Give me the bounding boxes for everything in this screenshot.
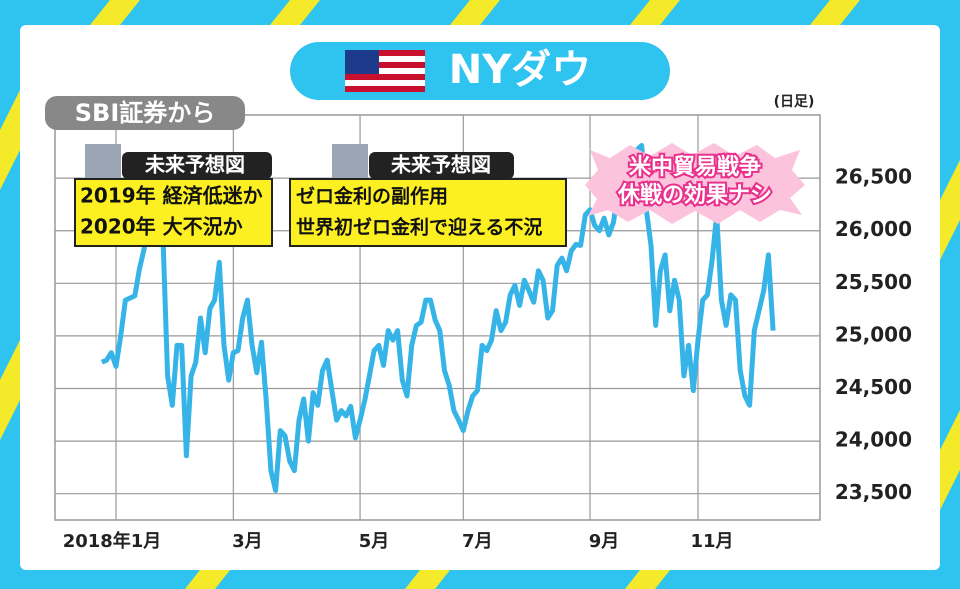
x-tick-label: 3月 — [232, 531, 263, 552]
y-tick-label: 25,000 — [835, 322, 912, 346]
y-tick-label: 24,500 — [835, 375, 912, 399]
source: SBI証券から — [75, 99, 216, 127]
chart-title: NYダウ — [449, 47, 591, 93]
annotation-line: 休戦の効果ナシ — [617, 182, 772, 208]
x-tick-label: 11月 — [690, 531, 733, 552]
annotation-box — [289, 178, 567, 247]
x-tick-label: 9月 — [589, 531, 620, 552]
annotation-line: 世界初ゼロ金利で迎える不況 — [296, 216, 542, 239]
annotation-line: 米中貿易戦争 — [629, 154, 761, 180]
photo — [85, 144, 121, 182]
x-tick-label: 5月 — [359, 531, 390, 552]
unit: (日足) — [774, 94, 815, 110]
y-tick-label: 25,500 — [835, 270, 912, 294]
annotation-box — [74, 178, 273, 247]
x-tick-label: 2018年1月 — [63, 530, 162, 552]
annotation-line: 2019年 経済低迷か — [80, 184, 263, 208]
source-badge — [45, 96, 245, 130]
y-tick-label: 26,000 — [835, 217, 912, 241]
y-tick-label: 26,500 — [835, 165, 912, 189]
photo — [332, 144, 368, 182]
us-flag — [345, 50, 425, 92]
starburst — [585, 143, 805, 224]
annotation-line: 2020年 大不況か — [80, 215, 243, 239]
plot-frame — [54, 114, 821, 521]
x-tick-label: 7月 — [462, 531, 493, 552]
annotation-header — [369, 152, 514, 179]
annotation-heading: 未来予想図 — [391, 153, 491, 177]
y-tick-label: 24,000 — [835, 428, 912, 452]
series-line — [100, 143, 776, 493]
annotation-line: ゼロ金利の副作用 — [296, 185, 448, 208]
y-tick-label: 23,500 — [835, 480, 912, 504]
annotation-header — [122, 152, 272, 179]
annotation-heading: 未来予想図 — [145, 153, 245, 177]
